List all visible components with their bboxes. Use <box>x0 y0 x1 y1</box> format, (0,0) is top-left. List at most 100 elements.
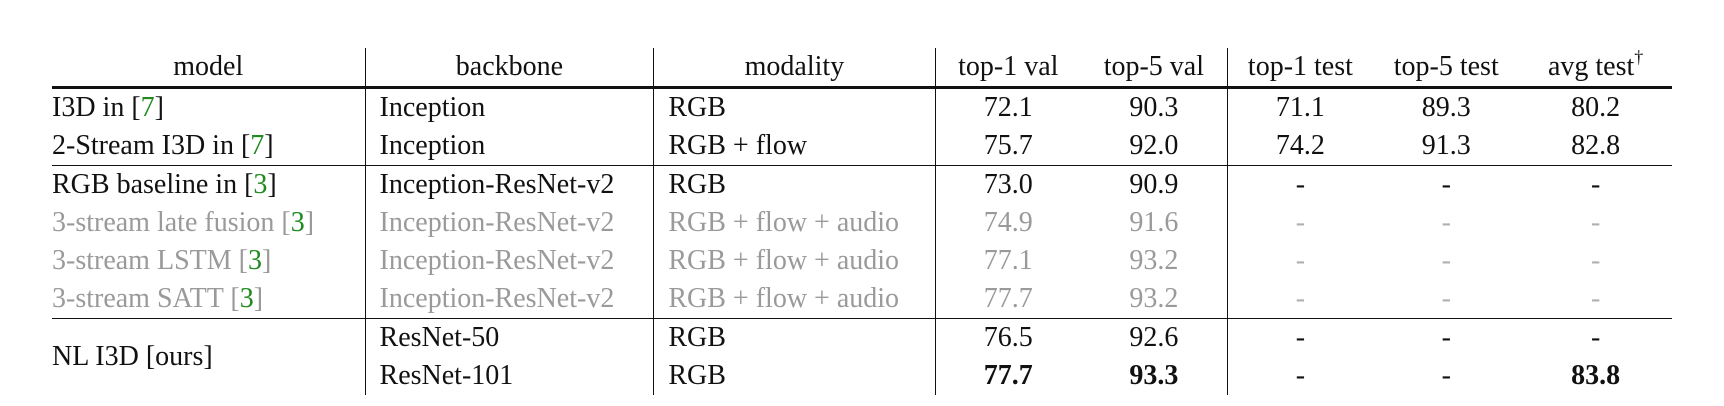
top1-val-cell: 76.5 <box>935 318 1082 357</box>
modality-cell: RGB <box>653 318 936 357</box>
top1-val-cell: 77.1 <box>983 245 1033 276</box>
table-row: ResNet-101 RGB 77.7 93.3 - - 83.8 <box>52 357 1672 395</box>
top1-val-cell: 73.0 <box>935 165 1082 204</box>
top5-val-cell: 92.0 <box>1081 127 1228 166</box>
header-avg-test-label: avg test <box>1547 51 1635 82</box>
header-row: model backbone modality top-1 val top-5 … <box>52 47 1672 89</box>
top5-val-cell: 90.3 <box>1081 87 1228 127</box>
top1-test-cell: - <box>1227 165 1374 204</box>
top5-test-cell: - <box>1441 207 1451 238</box>
model-cell: I3D in [7] <box>52 87 366 127</box>
modality-cell: RGB + flow <box>653 127 936 166</box>
results-table-container: model backbone modality top-1 val top-5 … <box>52 48 1672 395</box>
header-modality: modality <box>653 48 936 89</box>
top1-test-cell: - <box>1295 207 1306 238</box>
backbone-cell: Inception <box>365 127 655 166</box>
avg-test-cell: - <box>1519 165 1672 204</box>
table-row: 3-stream SATT [3] Inception-ResNet-v2 RG… <box>52 280 1672 319</box>
modality-cell: RGB + flow + audio <box>653 242 936 280</box>
citation-link[interactable]: 3 <box>253 169 268 200</box>
table-row: I3D in [7] Inception RGB 72.1 90.3 71.1 … <box>52 87 1672 127</box>
top5-val-cell: 93.2 <box>1081 280 1228 319</box>
top1-test-cell: 74.2 <box>1275 130 1325 161</box>
modality-cell: RGB <box>653 357 936 395</box>
dagger-mark: † <box>1634 47 1644 67</box>
top1-val-cell: 77.7 <box>983 283 1033 314</box>
top1-val-cell-best: 77.7 <box>983 360 1033 391</box>
model-bracket: ] <box>264 130 274 161</box>
avg-test-cell-best: 83.8 <box>1571 360 1621 391</box>
header-top5-test: top-5 test <box>1373 48 1520 89</box>
citation-link[interactable]: 3 <box>239 283 254 314</box>
top5-val-cell-best: 93.3 <box>1081 357 1228 395</box>
model-name: 2-Stream I3D in [ <box>52 130 251 161</box>
header-top1-val: top-1 val <box>935 48 1082 89</box>
model-cell: 3-stream late fusion [3] <box>52 204 366 242</box>
model-cell: 3-stream SATT [3] <box>52 280 366 319</box>
citation-link[interactable]: 7 <box>250 130 265 161</box>
header-top1-test: top-1 test <box>1227 48 1374 89</box>
model-cell: NL I3D [ours] <box>52 318 366 395</box>
top5-val-cell: 92.6 <box>1081 318 1228 357</box>
backbone-cell: ResNet-50 <box>365 318 655 357</box>
model-bracket: ] <box>253 283 264 314</box>
results-table: model backbone modality top-1 val top-5 … <box>52 48 1672 395</box>
table-row: 3-stream LSTM [3] Inception-ResNet-v2 RG… <box>52 242 1672 280</box>
modality-cell: RGB + flow + audio <box>653 204 936 242</box>
model-bracket: ] <box>154 92 164 123</box>
model-name: 3-stream LSTM [ <box>52 245 248 276</box>
top5-test-cell: - <box>1373 165 1520 204</box>
avg-test-cell: - <box>1590 283 1601 314</box>
model-cell: RGB baseline in [3] <box>52 165 366 204</box>
table-row: NL I3D [ours] ResNet-50 RGB 76.5 92.6 - … <box>52 318 1672 395</box>
header-backbone: backbone <box>365 48 655 89</box>
model-name: 3-stream late fusion [ <box>52 207 291 238</box>
top5-val-cell: 90.9 <box>1081 165 1228 204</box>
backbone-cell: Inception-ResNet-v2 <box>365 242 655 280</box>
model-cell: 3-stream LSTM [3] <box>52 242 366 280</box>
top1-val-cell: 75.7 <box>983 130 1033 161</box>
avg-test-cell: 82.8 <box>1571 130 1621 161</box>
backbone-cell: Inception-ResNet-v2 <box>365 280 655 319</box>
top1-val-cell: 72.1 <box>983 92 1033 123</box>
table-row: 2-Stream I3D in [7] Inception RGB + flow… <box>52 127 1672 166</box>
avg-test-cell: 80.2 <box>1571 92 1621 123</box>
top5-test-cell: - <box>1373 318 1520 357</box>
model-name: I3D in [ <box>52 92 141 123</box>
avg-test-cell: - <box>1590 245 1601 276</box>
modality-cell: RGB <box>653 165 936 204</box>
backbone-cell: ResNet-101 <box>365 357 655 395</box>
model-bracket: ] <box>261 245 272 276</box>
top1-test-cell: - <box>1227 318 1374 357</box>
backbone-cell: Inception <box>365 87 655 127</box>
table-row: RGB baseline in [3] Inception-ResNet-v2 … <box>52 165 1672 204</box>
model-bracket: ] <box>304 207 315 238</box>
avg-test-cell: - <box>1519 318 1672 357</box>
citation-link[interactable]: 3 <box>290 207 305 238</box>
top5-val-cell: 93.2 <box>1081 242 1228 280</box>
header-top5-val: top-5 val <box>1081 48 1228 89</box>
backbone-cell: Inception-ResNet-v2 <box>365 204 655 242</box>
model-name: RGB baseline in [ <box>52 169 254 200</box>
table-row: 3-stream late fusion [3] Inception-ResNe… <box>52 204 1672 242</box>
top1-test-cell: - <box>1295 360 1306 391</box>
top1-test-cell: 71.1 <box>1275 92 1325 123</box>
top5-test-cell: - <box>1441 283 1451 314</box>
citation-link[interactable]: 3 <box>247 245 262 276</box>
top5-test-cell: 91.3 <box>1421 130 1471 161</box>
top5-test-cell: - <box>1441 360 1451 391</box>
header-model: model <box>52 48 366 89</box>
top1-test-cell: - <box>1295 283 1306 314</box>
top1-test-cell: - <box>1295 245 1306 276</box>
modality-cell: RGB <box>653 87 936 127</box>
backbone-cell: Inception-ResNet-v2 <box>365 165 655 204</box>
top5-test-cell: - <box>1441 245 1451 276</box>
model-name: 3-stream SATT [ <box>52 283 240 314</box>
model-bracket: ] <box>267 169 277 200</box>
top5-val-cell: 91.6 <box>1081 204 1228 242</box>
modality-cell: RGB + flow + audio <box>653 280 936 319</box>
model-cell: 2-Stream I3D in [7] <box>52 127 366 166</box>
citation-link[interactable]: 7 <box>140 92 155 123</box>
top1-val-cell: 74.9 <box>983 207 1033 238</box>
avg-test-cell: - <box>1590 207 1601 238</box>
